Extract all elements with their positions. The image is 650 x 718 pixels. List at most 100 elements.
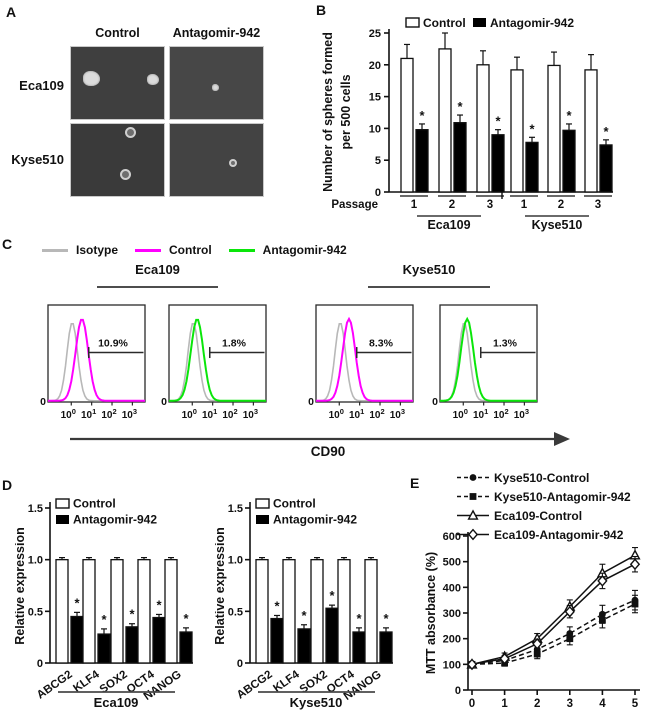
y-tick-label: 1.0	[28, 555, 43, 567]
y-axis-title-line2: per 500 cells	[339, 74, 353, 149]
bar	[97, 633, 111, 664]
flow-legend-control-label: Control	[169, 243, 212, 257]
marker-square	[469, 493, 477, 500]
bar	[310, 559, 324, 664]
significance-star: *	[356, 611, 362, 626]
x-tick-label: 4	[599, 698, 606, 710]
flow-histogram-eca109-antagomir: 1.8% 0 100 101 102 103	[155, 301, 280, 426]
tick-exponent: 0	[72, 407, 76, 416]
marker-circle	[469, 474, 477, 481]
mtt-legend-label: Kyse510-Control	[494, 470, 590, 485]
x-tick-label: 103	[122, 407, 137, 421]
legend-swatch-control	[405, 17, 420, 28]
x-tick-label: 102	[101, 407, 116, 421]
y-tick-label: 0	[237, 658, 243, 670]
mtt-legend-row: Kyse510-Antagomir-942	[456, 487, 631, 506]
marker-square	[566, 635, 574, 643]
legend-swatch-antagomir	[56, 515, 69, 524]
bar	[137, 559, 151, 664]
tick-exponent: 1	[484, 407, 488, 416]
tick-base: 10	[369, 410, 381, 421]
y-tick-label: 300	[443, 608, 461, 620]
gate-percentage: 1.3%	[493, 338, 518, 350]
tick-base: 10	[473, 410, 485, 421]
mtt-legend-label: Kyse510-Antagomir-942	[494, 489, 631, 504]
group-label-eca109: Eca109	[427, 218, 470, 232]
gene-label: ABCG2	[35, 669, 75, 702]
bar	[270, 617, 284, 664]
bar	[491, 134, 505, 193]
sample-curve	[440, 316, 537, 402]
tick-exponent: 0	[193, 407, 197, 416]
marker-square	[533, 650, 541, 658]
y-axis-title: Relative expression	[215, 527, 227, 644]
triangle-open-legend-marker	[457, 509, 489, 520]
tick-exponent: 1	[92, 407, 96, 416]
bar	[125, 626, 139, 664]
diamond-open-legend-marker	[457, 528, 489, 541]
tick-base: 10	[61, 410, 73, 421]
micrograph-eca109-control	[70, 46, 165, 120]
bar	[364, 559, 378, 664]
flow-legend-isotype: Isotype	[42, 243, 118, 257]
y-tick-label: 25	[369, 28, 381, 40]
significance-star: *	[329, 588, 335, 603]
marker-diamond	[629, 558, 641, 571]
x-tick-label: 2	[534, 698, 540, 710]
tick-base: 10	[349, 410, 361, 421]
flow-legend-isotype-label: Isotype	[76, 243, 119, 257]
significance-star: *	[183, 611, 189, 626]
significance-star: *	[129, 607, 135, 622]
y-origin-label: 0	[432, 396, 438, 408]
x-tick-label: 1	[501, 698, 508, 710]
group-label-kyse510: Kyse510	[532, 218, 583, 232]
y-tick-label: 15	[369, 92, 381, 104]
circle-filled-legend-marker	[457, 474, 489, 481]
significance-star: *	[156, 597, 162, 612]
tumor-sphere	[147, 73, 160, 85]
passage-number: 1	[411, 199, 418, 211]
marker-diamond	[597, 575, 608, 587]
y-tick-label: 600	[443, 531, 461, 543]
mtt-line-chart: MTT absorbance (%) 0 100 200 300 400 500 600 0 1 2…	[415, 462, 650, 718]
bar	[547, 64, 561, 193]
bar	[110, 559, 124, 664]
x-tick-label: 0	[469, 698, 475, 710]
tick-base: 10	[329, 410, 341, 421]
x-tick-label: 101	[81, 407, 96, 421]
tick-base: 10	[202, 410, 214, 421]
significance-star: *	[603, 124, 609, 139]
significance-star: *	[301, 608, 307, 623]
y-axis-title: Relative expression	[15, 527, 27, 644]
mtt-legend: Kyse510-Control Kyse510-Antagomir-942 Eca1…	[456, 468, 631, 544]
y-tick-label: 400	[443, 582, 461, 594]
panel-e-label: E	[410, 475, 420, 491]
legend-swatch-control	[255, 498, 270, 509]
tick-exponent: 2	[112, 407, 116, 416]
tick-base: 10	[101, 410, 113, 421]
significance-star: *	[383, 611, 389, 626]
panel-a-row-label-kyse510: Kyse510	[11, 152, 64, 167]
y-tick-label: 1.5	[228, 503, 243, 515]
tick-exponent: 3	[133, 407, 137, 416]
bar	[599, 144, 613, 193]
flow-group-underline-kyse510	[368, 286, 490, 288]
x-tick-label: 103	[390, 407, 405, 421]
y-tick-label: 0	[37, 658, 43, 670]
tumor-sphere	[83, 71, 101, 87]
square-filled-legend-marker	[457, 493, 489, 500]
gate-percentage: 10.9%	[98, 338, 128, 350]
flow-group-header-kyse510: Kyse510	[402, 262, 456, 277]
series-line	[471, 554, 636, 666]
tick-exponent: 1	[360, 407, 364, 416]
tick-exponent: 2	[380, 407, 384, 416]
micrograph-kyse510-antagomir	[169, 123, 264, 197]
tick-exponent: 3	[254, 407, 258, 416]
tick-base: 10	[243, 410, 255, 421]
x-tick-label: 101	[349, 407, 364, 421]
tick-base: 10	[81, 410, 93, 421]
tick-base: 10	[390, 410, 402, 421]
expression-bar-chart-kyse510: Relative expression 0 0.5 1.0 1.5 Control Anta…	[213, 486, 400, 718]
x-tick-label: 102	[222, 407, 237, 421]
